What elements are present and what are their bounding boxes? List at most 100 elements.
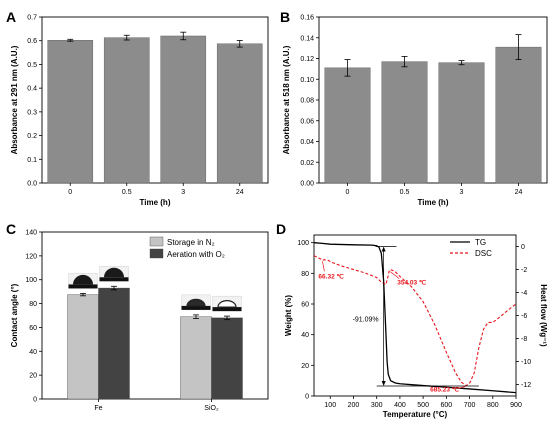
bar [160,35,207,184]
legend-label: Aeration with O₂ [167,250,225,259]
y-tick-label: 0.0 [27,181,37,188]
x-tick-label: 0.5 [122,189,132,196]
y-tick-label: 0.10 [300,77,314,84]
y2-tick-label: -6 [521,313,527,320]
y-tick-label: 80 [29,301,37,308]
y2-tick-label: -8 [521,336,527,343]
droplet [104,267,124,278]
droplet [73,274,93,285]
y-tick-label: 0.7 [27,15,37,22]
y-tick-label: 0.6 [27,38,37,45]
panel-A: 0.0 0.1 0.2 0.3 0.4 0.5 0.6 0.7 0 0.5 3 24 Time (h) A… [6,9,269,207]
substrate [99,277,129,282]
bar [216,43,263,184]
droplet-image [68,273,98,289]
y2-tick-label: -10 [521,359,531,366]
legend-swatch [149,248,164,259]
y-tick-label: 80 [301,271,309,278]
annotation-arrow [322,261,325,272]
y2-tick-label: 0 [521,244,525,251]
x-tick-label: 100 [324,402,336,409]
y-tick-label: 0.3 [27,109,37,116]
y-tick-label: 0.02 [300,160,314,167]
x-tick-label: 0 [346,189,350,196]
droplet [186,298,206,307]
y-tick-label: 100 [25,277,37,284]
series-line-dsc [313,255,517,387]
series-line-tg [313,242,517,394]
x-tick-label: 900 [510,402,522,409]
x-tick-label: 200 [348,402,360,409]
x-axis-label: Time (h) [418,198,449,207]
x-tick-label: 24 [515,189,523,196]
y-axis-label: Weight (%) [284,295,293,337]
bar [381,61,428,184]
legend-label: Storage in N₂ [167,238,215,247]
panel-C: 0 20 40 60 80 100 120 140 Fe SiO₂ Storage in N₂ Aer… [6,221,269,412]
y2-axis-label: Heat flow (Wg⁻¹) [539,284,548,347]
plot-frame [41,16,269,184]
y-tick-label: 0.04 [300,139,314,146]
y-tick-label: 0.5 [27,62,37,69]
weight-loss-label: -91.09% [353,316,379,323]
panel-B: 0.00 0.02 0.04 0.06 0.08 0.10 0.12 0.14 0.16 0 0.5… [280,9,548,207]
y-tick-label: 0.06 [300,118,314,125]
x-tick-label: 400 [394,402,406,409]
panel-D: 100 200 300 400 500 600 700 800 900 0 20 40 60 80 100 0… [276,221,548,419]
x-tick-label: 800 [487,402,499,409]
legend-label: DSC [475,249,492,258]
arrowhead [381,381,386,387]
x-tick-label: 24 [236,189,244,196]
y-axis-label: Absorbance at 291 nm (A.U.) [10,45,19,154]
bar [211,317,243,400]
y-axis-label: Contact angle (°) [10,283,19,347]
legend-label: TG [475,238,486,247]
y-tick-label: 0.08 [300,98,314,105]
substrate [68,284,98,289]
droplet-image [181,294,211,311]
x-tick-label: 300 [371,402,383,409]
y-axis-label: Absorbance at 518 nm (A.U.) [282,45,291,154]
annotation-arrow [390,271,400,279]
y-tick-label: 0.1 [27,157,37,164]
x-tick-label: 700 [464,402,476,409]
y-tick-label: 0.2 [27,133,37,140]
y-tick-label: 60 [29,325,37,332]
substrate [181,305,211,310]
y-tick-label: 60 [301,302,309,309]
panel-label: A [6,9,16,25]
y2-tick-label: -2 [521,267,527,274]
y-tick-label: 40 [29,349,37,356]
y2-tick-label: -12 [521,382,531,389]
bar [180,316,212,400]
y-tick-label: 0.14 [300,35,314,42]
bar [438,62,485,184]
x-axis-label: Temperature (°C) [383,410,448,419]
x-tick-label: 3 [460,189,464,196]
x-tick-label: 500 [417,402,429,409]
y2-tick-label: -4 [521,290,527,297]
substrate [212,307,242,312]
plot-frame [41,231,269,400]
bar [495,46,542,184]
legend-swatch [149,236,164,247]
x-tick-label: 600 [441,402,453,409]
droplet-image [99,266,129,282]
y-tick-label: 0.00 [300,181,314,188]
y-tick-label: 0.4 [27,86,37,93]
panel-label: D [276,221,286,237]
y-tick-label: 20 [301,363,309,370]
droplet [217,299,237,308]
x-tick-label: SiO₂ [204,405,219,412]
bar [103,37,150,184]
y-tick-label: 0.12 [300,56,314,63]
panel-label: B [280,9,290,25]
x-tick-label: 0.5 [400,189,410,196]
x-tick-label: 3 [181,189,185,196]
y-tick-label: 40 [301,332,309,339]
y-tick-label: 100 [297,240,309,247]
plot-frame [313,234,517,397]
y-tick-label: 0 [33,397,37,404]
x-axis-label: Time (h) [140,198,171,207]
